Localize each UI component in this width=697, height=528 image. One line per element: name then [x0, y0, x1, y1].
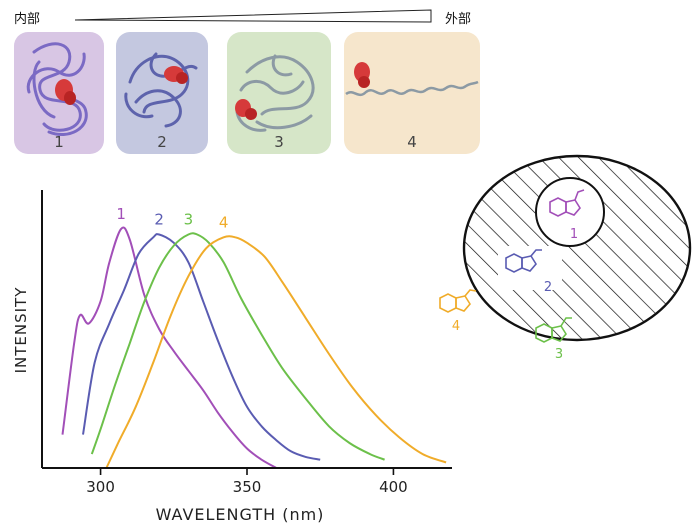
x-axis-label: WAVELENGTH (nm) [156, 505, 325, 524]
indole-ring-icon-3 [535, 317, 572, 343]
interior-label: 内部 [14, 12, 41, 27]
indole-label-1: 1 [570, 227, 578, 242]
hydrophobic-core-ellipse [462, 154, 692, 342]
indole-label-2: 2 [544, 280, 552, 295]
series-label-2: 2 [154, 211, 164, 229]
protein-card-2: 2 [116, 32, 208, 154]
spectrum-line-2 [82, 233, 321, 461]
protein-card-3: 3 [227, 32, 331, 154]
x-tick-label: 300 [86, 478, 115, 496]
indole-label-3: 3 [555, 347, 563, 362]
protein-card-4: 4 [344, 32, 480, 154]
emission-spectra-chart: 1 2 3 4 300 350 400 INTENSITY WAVELENGTH (nm) [12, 190, 452, 524]
spectrum-line-1 [61, 226, 277, 469]
indole-label-4: 4 [452, 319, 460, 334]
protein-card-label: 2 [157, 133, 167, 151]
y-axis-label: INTENSITY [12, 287, 30, 374]
series-label-3: 3 [184, 211, 194, 229]
indole-ring-icon-2 [505, 249, 542, 273]
protein-card-label: 3 [274, 133, 284, 151]
folded-protein-ribbon-icon [235, 54, 315, 132]
indole-ring-icon-4 [439, 289, 477, 313]
indole-ring-icon-1 [549, 189, 585, 217]
protein-card-label: 4 [407, 133, 417, 151]
folded-protein-ribbon-icon [26, 42, 88, 136]
embedded-region [498, 246, 562, 290]
exterior-label: 外部 [445, 12, 472, 27]
protein-card-label: 1 [54, 133, 64, 151]
spectrum-line-4 [105, 235, 447, 469]
x-tick-label: 400 [379, 478, 408, 496]
exposure-gradient-wedge [74, 9, 432, 23]
series-label-1: 1 [116, 205, 126, 223]
inner-cavity-circle [535, 177, 605, 247]
unfolded-protein-chain-icon [345, 62, 479, 97]
series-label-4: 4 [219, 213, 229, 231]
environment-diagram: 1 2 3 4 [439, 154, 692, 362]
folded-protein-ribbon-icon [124, 52, 198, 128]
spectrum-line-3 [90, 232, 385, 461]
x-tick-label: 350 [233, 478, 262, 496]
protein-card-1: 1 [14, 32, 104, 154]
